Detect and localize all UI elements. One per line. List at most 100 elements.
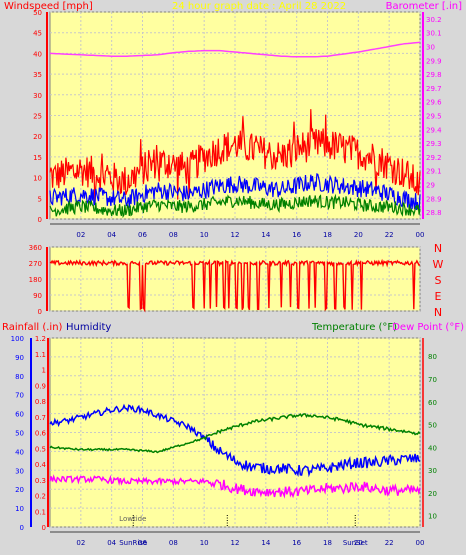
rainfall-tick: 0 xyxy=(42,524,46,532)
baro-right-tick: 30.2 xyxy=(426,16,442,24)
humidity-tick: 70 xyxy=(15,392,24,400)
humidity-tick: 60 xyxy=(15,411,24,419)
wind-left-tick: 5 xyxy=(38,195,42,203)
humidity-tick: 0 xyxy=(20,524,24,532)
rainfall-tick: 0.7 xyxy=(35,414,46,422)
temp-x-tick: 06 xyxy=(138,539,147,547)
windspeed-axis-label: Windspeed [mph] xyxy=(4,1,93,12)
wind-x-tick: 02 xyxy=(76,231,85,239)
wind-chart-title: 24 hour graph date : April 28 2022 xyxy=(172,1,346,12)
wind-left-tick: 10 xyxy=(33,175,42,183)
temperature-tick: 10 xyxy=(428,513,437,521)
baro-right-tick: 29 xyxy=(426,182,435,190)
humidity-tick: 10 xyxy=(15,505,24,513)
temp-x-tick: 08 xyxy=(169,539,178,547)
humidity-tick: 50 xyxy=(15,430,24,438)
compass-label: S xyxy=(435,274,442,287)
temperature-tick: 30 xyxy=(428,467,437,475)
series-temperature xyxy=(49,413,421,454)
temperature-tick: 40 xyxy=(428,444,437,452)
humidity-tick: 30 xyxy=(15,467,24,475)
temperature-tick: 70 xyxy=(428,376,437,384)
wind-left-tick: 30 xyxy=(33,92,42,100)
compass-label: W xyxy=(433,258,444,271)
humidity-tick: 20 xyxy=(15,486,24,494)
barometer-series-line xyxy=(49,41,421,58)
wind-left-tick: 40 xyxy=(33,50,42,58)
wind-series-wind-average xyxy=(49,193,421,219)
temp-x-tick: 18 xyxy=(323,539,332,547)
baro-right-tick: 29.7 xyxy=(426,85,442,93)
temp-x-tick: 00 xyxy=(416,539,425,547)
wind-left-tick: 35 xyxy=(33,71,42,79)
barometer-axis-label: Barometer [.in] xyxy=(386,1,462,12)
wind-x-tick: 20 xyxy=(354,231,363,239)
sunrise-label: SunRise xyxy=(119,539,147,547)
rainfall-tick: 1.1 xyxy=(35,351,46,359)
baro-right-tick: 29.8 xyxy=(426,71,442,79)
rainfall-tick: 0.8 xyxy=(35,398,46,406)
baro-right-tick: 29.5 xyxy=(426,113,442,121)
direction-tick: 180 xyxy=(29,276,42,284)
wind-series-wind-speed xyxy=(49,173,421,211)
rainfall-axis-label: Rainfall (.in) xyxy=(2,322,63,333)
wind-x-tick: 04 xyxy=(107,231,116,239)
rainfall-tick: 0.3 xyxy=(35,477,46,485)
wind-left-tick: 50 xyxy=(33,9,42,17)
wind-series-wind-gust xyxy=(49,109,421,204)
humidity-tick: 80 xyxy=(15,373,24,381)
rainfall-tick: 0.1 xyxy=(35,508,46,516)
direction-tick: 0 xyxy=(38,308,42,316)
baro-right-tick: 29.6 xyxy=(426,99,442,107)
baro-right-tick: 29.3 xyxy=(426,140,442,148)
baro-right-tick: 30 xyxy=(426,44,435,52)
compass-label: N xyxy=(434,242,442,255)
temp-x-tick: 20 xyxy=(354,539,363,547)
wind-direction-series-line xyxy=(49,258,421,313)
wind-x-tick: 16 xyxy=(292,231,301,239)
wind-x-tick: 22 xyxy=(385,231,394,239)
lowtide-label: Lowtide xyxy=(119,515,146,523)
temp-x-tick: 16 xyxy=(292,539,301,547)
wind-left-tick: 20 xyxy=(33,133,42,141)
rainfall-tick: 0.6 xyxy=(35,430,47,438)
baro-right-tick: 29.2 xyxy=(426,154,442,162)
rainfall-tick: 0.9 xyxy=(35,382,46,390)
temperature-tick: 80 xyxy=(428,353,437,361)
baro-right-tick: 28.8 xyxy=(426,209,442,217)
wind-x-tick: 08 xyxy=(169,231,178,239)
temp-x-tick: 04 xyxy=(107,539,116,547)
compass-label: N xyxy=(434,306,442,319)
compass-label: E xyxy=(435,290,442,303)
direction-tick: 270 xyxy=(29,260,42,268)
series-dew-point xyxy=(49,474,421,499)
wind-x-tick: 00 xyxy=(416,231,425,239)
rainfall-tick: 0.2 xyxy=(35,493,46,501)
rainfall-tick: 1 xyxy=(42,367,46,375)
rainfall-tick: 0.5 xyxy=(35,445,46,453)
temperature-tick: 60 xyxy=(428,399,437,407)
direction-tick: 360 xyxy=(29,244,42,252)
wind-left-tick: 25 xyxy=(33,113,42,121)
humidity-tick: 40 xyxy=(15,448,24,456)
humidity-tick: 90 xyxy=(15,354,24,362)
temperature-tick: 20 xyxy=(428,490,437,498)
temperature-tick: 50 xyxy=(428,422,437,430)
wind-left-tick: 0 xyxy=(38,216,42,224)
sunset-label: SunSet xyxy=(343,539,368,547)
baro-right-tick: 29.9 xyxy=(426,57,442,65)
temp-x-tick: 02 xyxy=(76,539,85,547)
wind-x-tick: 14 xyxy=(261,231,270,239)
wind-x-tick: 18 xyxy=(323,231,332,239)
temperature-axis-label: Temperature (°F) xyxy=(311,322,397,333)
dewpoint-axis-label: Dew Point (°F) xyxy=(392,322,464,333)
baro-right-tick: 30.1 xyxy=(426,30,442,38)
wind-x-tick: 06 xyxy=(138,231,147,239)
rainfall-tick: 1.2 xyxy=(35,335,46,343)
temp-x-tick: 14 xyxy=(261,539,270,547)
baro-right-tick: 28.9 xyxy=(426,195,442,203)
temp-x-tick: 22 xyxy=(385,539,394,547)
wind-left-tick: 15 xyxy=(33,154,42,162)
